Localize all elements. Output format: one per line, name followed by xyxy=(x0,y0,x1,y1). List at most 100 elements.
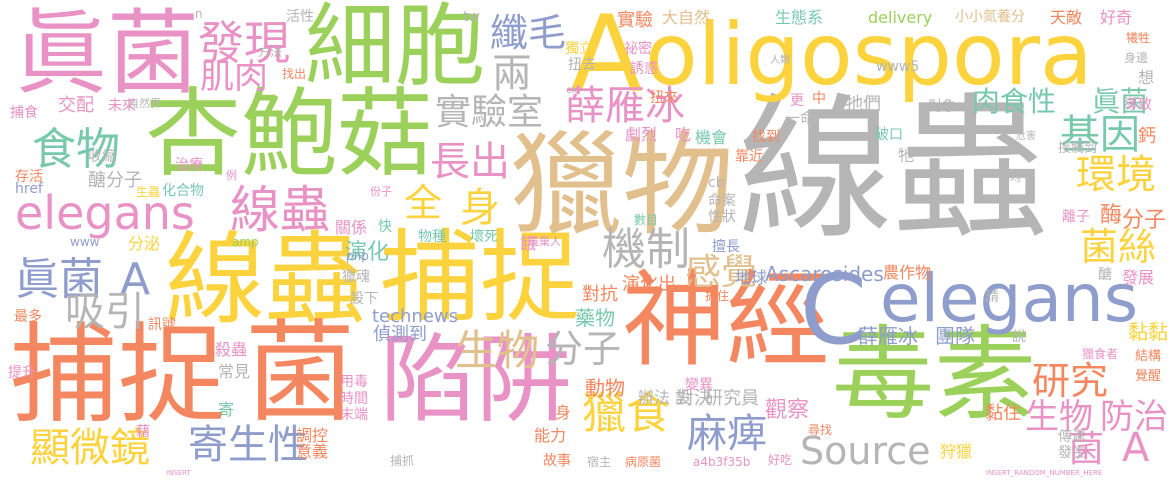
word-liehun: 獵魂 xyxy=(342,269,370,285)
word-a-blue: A xyxy=(120,254,151,305)
word-elegans-blue: elegans xyxy=(880,260,1139,337)
word-yiming: 一命 xyxy=(786,111,814,127)
word-xiaoxiao: 小小氮養分 xyxy=(955,9,1025,25)
word-jiyin: 基因 xyxy=(1060,112,1140,158)
word-jun-pink: 菌 xyxy=(1068,429,1105,470)
word-chi: 吃 xyxy=(675,125,692,144)
word-zhenjun-teal: 眞菌 xyxy=(1092,85,1149,118)
word-tuandui: 團隊 xyxy=(935,324,975,348)
word-youhuo: 誘惑 xyxy=(630,61,658,77)
word-lieshi: 獵食 xyxy=(582,388,670,439)
word-dongwu: 動物 xyxy=(585,376,625,400)
word-jun-orange: 菌 xyxy=(245,309,355,437)
word-renlei: 人類 xyxy=(770,55,790,66)
word-amp: amp xyxy=(232,235,259,249)
word-n: n xyxy=(195,7,203,21)
word-yaowu: 藥物 xyxy=(575,306,615,330)
word-jun-small: 均 xyxy=(1010,171,1021,184)
word-fazhan: 發展 xyxy=(1122,268,1155,287)
word-tangfenzi: 醣分子 xyxy=(88,170,142,191)
word-tisheng: 提升 xyxy=(8,365,36,381)
word-zirenjie: 自然界 xyxy=(128,97,161,110)
word-yiyi: 意義 xyxy=(296,442,329,461)
word-zhenjun-blue: 眞菌 xyxy=(15,254,103,305)
word-xianjing: 陷阱 xyxy=(380,324,572,436)
word-shenjing: 神經 xyxy=(622,259,831,381)
word-duijue: 對決 xyxy=(676,388,712,409)
word-c: C xyxy=(800,254,868,366)
word-mingan: 命案 xyxy=(708,193,736,209)
word-mei: 酶 xyxy=(1100,203,1123,228)
word-tiandi: 天敵 xyxy=(1050,8,1083,27)
word-bushi: 捕食 xyxy=(10,105,38,121)
word-fenzi-orange: 分子 xyxy=(1122,208,1167,233)
word-shousuo: 收縮 xyxy=(88,149,116,165)
word-duixiang: 對象 xyxy=(928,99,956,115)
word-yanjiu: 研究 xyxy=(1032,359,1109,403)
word-weilai: 未來 xyxy=(108,98,136,114)
word-php: php xyxy=(346,249,369,263)
word-source: Source xyxy=(800,429,931,473)
word-gushi: 故事 xyxy=(543,453,571,469)
word-li: 例 xyxy=(226,169,237,182)
word-buzhuo-orange: 捕捉 xyxy=(10,313,227,438)
word-xiyin: 吸引 xyxy=(65,289,145,335)
word-insert: INSERT xyxy=(166,469,191,477)
word-liang: 兩 xyxy=(492,51,532,97)
word-yanhuachu: 演化出 xyxy=(622,274,676,295)
word-shoulie: 狩獵 xyxy=(940,442,973,461)
word-xingzhuang: 性狀 xyxy=(708,209,736,225)
word-huahewu: 化合物 xyxy=(162,183,204,199)
word-lieshizhe: 獵食者 xyxy=(1082,347,1119,361)
word-qing: 請 xyxy=(985,289,999,305)
word-fenzi-gray: 分子 xyxy=(545,327,622,371)
word-jirou: 肌肉 xyxy=(200,57,268,97)
word-liewu: 獵物 xyxy=(510,121,734,251)
word-jiechudao: 接觸到 xyxy=(1058,141,1098,156)
word-fangfa: 方法 xyxy=(258,45,283,59)
word-xisheng: 犧牲 xyxy=(1126,31,1151,45)
word-zhaodao: 找到 xyxy=(752,129,780,145)
word-delivery: delivery xyxy=(868,8,933,27)
word-lizi: 離子 xyxy=(1062,209,1090,225)
word-jiaopei: 交配 xyxy=(58,95,94,116)
word-technews: technews xyxy=(372,306,459,327)
word-quan: 全 xyxy=(404,181,443,225)
word-huanjing: 環境 xyxy=(1076,152,1156,198)
word-zuiduo: 最多 xyxy=(14,309,42,325)
word-insert-random: INSERT_RANDOM_NUMBER_HERE xyxy=(986,469,1103,477)
word-buzhuo-yellow: 捕捉 xyxy=(380,219,580,336)
word-zhenjun-pink: 眞菌 xyxy=(15,0,200,107)
word-xueyanbing-pink: 薛雁冰 xyxy=(565,83,685,129)
word-juexing: 覺醒 xyxy=(1135,369,1162,384)
word-zhangchu: 長出 xyxy=(430,139,510,185)
word-shiyan: 實驗 xyxy=(617,10,653,31)
word-xueyanbing-blue: 薛雁冰 xyxy=(858,324,918,348)
word-chuandi: 傳遞 xyxy=(1058,429,1086,445)
word-she: 設 xyxy=(675,388,692,407)
word-shenbian: 身邊 xyxy=(1124,51,1149,65)
word-nongzuowu: 農作物 xyxy=(883,263,932,282)
word-changjian: 常見 xyxy=(218,362,251,381)
word-yanjiuyuan: 研究員 xyxy=(705,388,759,409)
word-nianzhu: 黏住 xyxy=(985,403,1021,424)
word-shengtaixi: 生態系 xyxy=(775,8,824,27)
word-duikang: 對抗 xyxy=(582,284,618,305)
word-banfa: 辦法 xyxy=(638,388,671,407)
word-www5: www5 xyxy=(876,59,920,75)
word-jie: 藉 xyxy=(136,424,150,440)
word-oligospora: oligospora xyxy=(645,5,1093,105)
word-shiyanshi: 實驗室 xyxy=(435,92,544,133)
word-zhencedao: 偵測到 xyxy=(373,324,427,345)
word-fenmi: 分泌 xyxy=(128,234,161,253)
word-elegans-pink: elegans xyxy=(15,186,195,240)
word-jishengxing: 寄生性 xyxy=(188,422,308,468)
word-a-large: A xyxy=(570,0,643,116)
word-suzhu: 宿主 xyxy=(587,455,612,469)
word-diqiu: 地球 xyxy=(735,268,768,287)
word-yongdu: 用毒 xyxy=(340,374,368,390)
word-shanchang: 擅長 xyxy=(712,239,740,255)
word-xianmao: 纖毛 xyxy=(490,11,567,55)
word-jiegou: 結構 xyxy=(1135,349,1162,364)
word-cb: cb xyxy=(708,175,725,191)
